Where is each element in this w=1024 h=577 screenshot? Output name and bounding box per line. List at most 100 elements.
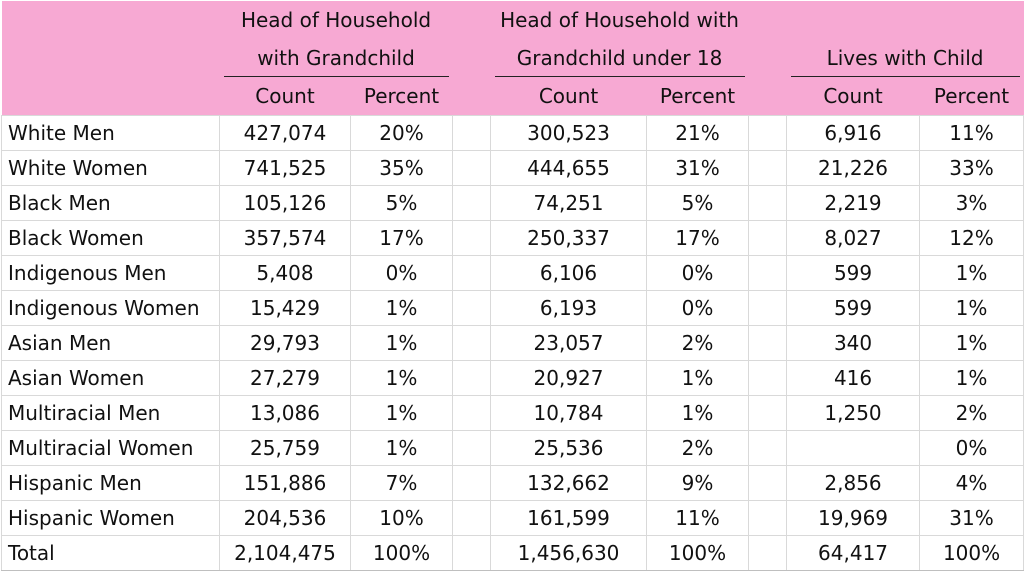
cell-c-pct[interactable]: 1% xyxy=(919,255,1024,291)
cell-a-pct[interactable]: 20% xyxy=(349,115,454,151)
spacer-cell[interactable] xyxy=(452,325,492,361)
cell-c-pct[interactable]: 33% xyxy=(919,150,1024,186)
row-label-cell[interactable]: Black Women xyxy=(1,220,220,256)
spacer-cell[interactable] xyxy=(748,255,788,291)
spacer-cell[interactable] xyxy=(748,220,788,256)
spacer-cell[interactable] xyxy=(452,185,492,221)
cell-b-count[interactable]: 20,927 xyxy=(490,360,648,396)
cell-b-pct[interactable]: 31% xyxy=(646,150,750,186)
spacer-cell[interactable] xyxy=(748,325,788,361)
cell-b-count[interactable]: 25,536 xyxy=(490,430,648,466)
cell-b-count[interactable]: 23,057 xyxy=(490,325,648,361)
cell-a-count[interactable]: 25,759 xyxy=(219,430,351,466)
cell-b-count[interactable]: 444,655 xyxy=(490,150,648,186)
spacer-cell[interactable] xyxy=(452,255,492,291)
cell-b-count[interactable]: 300,523 xyxy=(490,115,648,151)
cell-a-count[interactable]: 15,429 xyxy=(219,290,351,326)
cell-b-pct[interactable]: 21% xyxy=(646,115,750,151)
cell-a-pct[interactable]: 0% xyxy=(349,255,454,291)
spacer-cell[interactable] xyxy=(452,535,492,571)
cell-b-pct[interactable]: 1% xyxy=(646,395,750,431)
spacer-cell[interactable] xyxy=(748,115,788,151)
cell-b-count[interactable]: 250,337 xyxy=(490,220,648,256)
cell-a-pct[interactable]: 100% xyxy=(349,535,454,571)
cell-b-pct[interactable]: 11% xyxy=(646,500,750,536)
cell-b-pct[interactable]: 5% xyxy=(646,185,750,221)
row-label-cell[interactable]: Indigenous Men xyxy=(1,255,220,291)
cell-b-count[interactable]: 74,251 xyxy=(490,185,648,221)
cell-c-count[interactable]: 2,219 xyxy=(786,185,921,221)
cell-a-count[interactable]: 357,574 xyxy=(219,220,351,256)
cell-c-count[interactable] xyxy=(786,430,921,466)
cell-a-count[interactable]: 2,104,475 xyxy=(219,535,351,571)
cell-c-pct[interactable]: 2% xyxy=(919,395,1024,431)
cell-c-pct[interactable]: 11% xyxy=(919,115,1024,151)
cell-a-count[interactable]: 204,536 xyxy=(219,500,351,536)
cell-c-count[interactable]: 19,969 xyxy=(786,500,921,536)
spacer-cell[interactable] xyxy=(748,500,788,536)
cell-c-count[interactable]: 340 xyxy=(786,325,921,361)
cell-b-pct[interactable]: 9% xyxy=(646,465,750,501)
cell-c-count[interactable]: 599 xyxy=(786,290,921,326)
cell-c-pct[interactable]: 1% xyxy=(919,290,1024,326)
spacer-cell[interactable] xyxy=(748,185,788,221)
cell-a-count[interactable]: 13,086 xyxy=(219,395,351,431)
cell-b-count[interactable]: 6,193 xyxy=(490,290,648,326)
row-label-cell[interactable]: Multiracial Women xyxy=(1,430,220,466)
row-label-cell[interactable]: White Men xyxy=(1,115,220,151)
cell-c-count[interactable]: 1,250 xyxy=(786,395,921,431)
spacer-cell[interactable] xyxy=(452,430,492,466)
row-label-cell[interactable]: Black Men xyxy=(1,185,220,221)
row-label-cell[interactable]: White Women xyxy=(1,150,220,186)
spacer-cell[interactable] xyxy=(748,360,788,396)
spacer-cell[interactable] xyxy=(748,430,788,466)
cell-c-count[interactable]: 8,027 xyxy=(786,220,921,256)
cell-c-pct[interactable]: 0% xyxy=(919,430,1024,466)
row-label-cell[interactable]: Hispanic Women xyxy=(1,500,220,536)
row-label-cell[interactable]: Multiracial Men xyxy=(1,395,220,431)
cell-c-pct[interactable]: 31% xyxy=(919,500,1024,536)
cell-a-pct[interactable]: 35% xyxy=(349,150,454,186)
cell-b-pct[interactable]: 1% xyxy=(646,360,750,396)
cell-b-pct[interactable]: 2% xyxy=(646,325,750,361)
cell-b-count[interactable]: 161,599 xyxy=(490,500,648,536)
cell-c-count[interactable]: 21,226 xyxy=(786,150,921,186)
cell-b-pct[interactable]: 100% xyxy=(646,535,750,571)
cell-c-count[interactable]: 416 xyxy=(786,360,921,396)
cell-b-pct[interactable]: 0% xyxy=(646,255,750,291)
cell-b-count[interactable]: 10,784 xyxy=(490,395,648,431)
cell-a-pct[interactable]: 10% xyxy=(349,500,454,536)
spacer-cell[interactable] xyxy=(452,465,492,501)
spacer-cell[interactable] xyxy=(748,465,788,501)
spacer-cell[interactable] xyxy=(452,150,492,186)
cell-b-pct[interactable]: 17% xyxy=(646,220,750,256)
cell-a-pct[interactable]: 1% xyxy=(349,325,454,361)
cell-c-pct[interactable]: 1% xyxy=(919,360,1024,396)
cell-a-count[interactable]: 29,793 xyxy=(219,325,351,361)
row-label-cell[interactable]: Indigenous Women xyxy=(1,290,220,326)
cell-a-pct[interactable]: 1% xyxy=(349,395,454,431)
spacer-cell[interactable] xyxy=(748,290,788,326)
spacer-cell[interactable] xyxy=(748,535,788,571)
cell-a-count[interactable]: 5,408 xyxy=(219,255,351,291)
cell-c-count[interactable]: 64,417 xyxy=(786,535,921,571)
row-label-cell[interactable]: Asian Men xyxy=(1,325,220,361)
cell-b-pct[interactable]: 0% xyxy=(646,290,750,326)
cell-a-count[interactable]: 741,525 xyxy=(219,150,351,186)
spacer-cell[interactable] xyxy=(452,220,492,256)
spacer-cell[interactable] xyxy=(452,115,492,151)
spacer-cell[interactable] xyxy=(452,290,492,326)
cell-c-count[interactable]: 599 xyxy=(786,255,921,291)
cell-b-count[interactable]: 1,456,630 xyxy=(490,535,648,571)
cell-c-count[interactable]: 6,916 xyxy=(786,115,921,151)
row-label-cell[interactable]: Total xyxy=(1,535,220,571)
cell-c-count[interactable]: 2,856 xyxy=(786,465,921,501)
cell-b-count[interactable]: 6,106 xyxy=(490,255,648,291)
spacer-cell[interactable] xyxy=(452,500,492,536)
cell-b-pct[interactable]: 2% xyxy=(646,430,750,466)
cell-a-pct[interactable]: 1% xyxy=(349,290,454,326)
spacer-cell[interactable] xyxy=(452,360,492,396)
cell-c-pct[interactable]: 3% xyxy=(919,185,1024,221)
cell-c-pct[interactable]: 100% xyxy=(919,535,1024,571)
row-label-cell[interactable]: Hispanic Men xyxy=(1,465,220,501)
